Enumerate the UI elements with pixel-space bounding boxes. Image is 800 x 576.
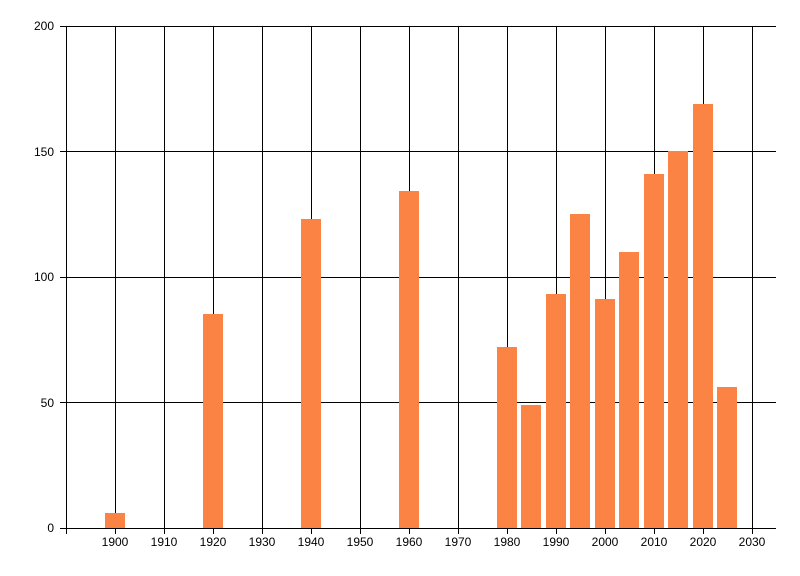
x-tick-label: 2000 <box>591 534 619 549</box>
x-gridline <box>555 25 557 534</box>
x-tick-label: 1970 <box>444 534 472 549</box>
x-gridline <box>751 25 753 534</box>
y-tick-label: 200 <box>33 19 54 34</box>
x-tick-label: 1950 <box>346 534 374 549</box>
x-gridline <box>506 25 508 534</box>
bar-2005 <box>619 251 639 528</box>
x-tick-label: 1900 <box>101 534 129 549</box>
y-tick-label: 50 <box>40 395 54 410</box>
x-tick-label: 1960 <box>395 534 423 549</box>
x-tick-label: 1990 <box>542 534 570 549</box>
y-gridline <box>59 151 776 153</box>
bar-1985 <box>521 404 541 528</box>
y-axis-line <box>65 25 67 534</box>
x-gridline <box>359 25 361 534</box>
bar-1960 <box>398 191 419 528</box>
x-gridline <box>457 25 459 534</box>
y-gridline <box>59 25 776 27</box>
bar-1940 <box>300 218 321 528</box>
x-gridline <box>114 25 116 534</box>
x-gridline <box>604 25 606 534</box>
x-tick-label: 2020 <box>689 534 717 549</box>
x-tick-label: 1940 <box>297 534 325 549</box>
bar-2010 <box>643 173 664 528</box>
x-tick-label: 1980 <box>493 534 521 549</box>
bar-2000 <box>594 299 615 528</box>
x-tick-label: 2010 <box>640 534 668 549</box>
bar-1920 <box>202 314 223 528</box>
x-tick-label: 1920 <box>199 534 227 549</box>
x-gridline <box>261 25 263 534</box>
bar-2015 <box>668 151 688 528</box>
y-tick-label: 100 <box>33 270 54 285</box>
bar-1990 <box>545 294 566 528</box>
x-gridline <box>212 25 214 534</box>
bar-1980 <box>496 346 517 528</box>
bar-1900 <box>104 512 125 528</box>
bar-2025 <box>717 387 737 528</box>
x-tick-label: 2030 <box>738 534 766 549</box>
y-tick-label: 0 <box>47 521 54 536</box>
bar-2020 <box>692 103 713 528</box>
y-tick-label: 150 <box>33 144 54 159</box>
y-gridline <box>59 527 776 529</box>
x-tick-label: 1930 <box>248 534 276 549</box>
x-gridline <box>163 25 165 534</box>
x-tick-label: 1910 <box>150 534 178 549</box>
bar-1995 <box>570 213 590 528</box>
